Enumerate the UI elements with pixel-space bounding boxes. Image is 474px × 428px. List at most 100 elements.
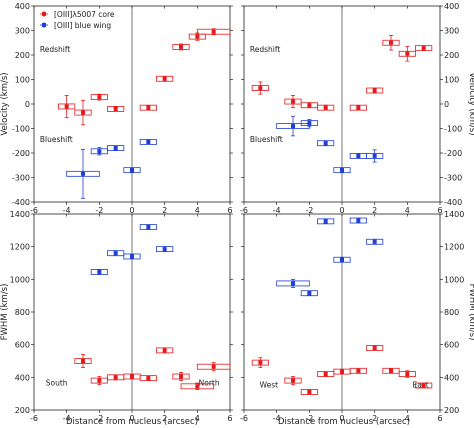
core-point: [307, 390, 312, 395]
core-point: [146, 105, 151, 110]
core-point: [64, 104, 69, 109]
core-error-box: [415, 382, 433, 389]
y-tick-label: 400: [15, 2, 30, 11]
wing-error-box: [139, 224, 157, 230]
panel-note: West: [260, 380, 278, 389]
wing-point: [307, 121, 312, 126]
core-point: [211, 364, 216, 369]
x-tick-label: 0: [339, 206, 344, 215]
wing-error-box: [123, 167, 141, 174]
core-point: [389, 368, 393, 373]
wing-point: [356, 218, 361, 223]
core-point: [195, 384, 200, 389]
y-tick-label: 400: [15, 373, 30, 382]
wing-error-box: [333, 256, 351, 263]
core-point: [258, 360, 263, 365]
x-axis-title-right: Distance from nucleus (arcsec): [278, 417, 410, 427]
panel-note: East: [413, 380, 429, 389]
panel-note: North: [199, 379, 220, 388]
x-tick-label: 4: [405, 414, 410, 423]
y-tick-label: -400: [444, 198, 462, 207]
x-tick-label: -6: [240, 206, 248, 215]
wing-point: [113, 251, 118, 256]
y-tick-label: -200: [444, 149, 462, 158]
y-tick-label: 1200: [10, 243, 30, 252]
y-tick-label: 400: [444, 373, 459, 382]
core-error-box: [349, 104, 367, 111]
wing-point: [323, 219, 328, 224]
wing-error-box: [317, 218, 335, 225]
core-point: [113, 375, 118, 380]
x-tick-label: 4: [195, 206, 200, 215]
wing-point: [130, 168, 134, 173]
y-tick-label: -200: [12, 149, 30, 158]
core-point: [81, 110, 85, 115]
wing-point: [146, 225, 151, 230]
x-tick-label: 2: [372, 206, 377, 215]
x-tick-label: 6: [437, 206, 442, 215]
wing-point: [97, 149, 102, 154]
x-tick-label: 2: [162, 414, 167, 423]
y-tick-label: 1000: [444, 275, 464, 284]
core-point: [146, 376, 151, 381]
wing-error-box: [349, 217, 367, 224]
x-tick-label: 0: [339, 414, 344, 423]
legend-entry-label: [OIII]λ5007 core: [54, 10, 115, 19]
wing-error-box: [300, 290, 318, 297]
core-error-box: [300, 389, 318, 395]
x-tick-label: 0: [129, 414, 134, 423]
wing-point: [340, 168, 344, 173]
core-point: [258, 86, 263, 91]
x-tick-label: 6: [227, 206, 232, 215]
x-axis-title-left: Distance from nucleus (arcsec): [66, 417, 198, 427]
x-tick-label: 2: [162, 206, 167, 215]
y-tick-label: 200: [444, 51, 459, 60]
panel-top-right: -6 -4 -2 0 2 4 6-400 -300 -200 -100 0 100 200 300 400 V…: [240, 2, 474, 215]
wing-point: [291, 281, 295, 286]
wing-point: [97, 269, 102, 274]
core-point: [162, 76, 167, 81]
y-tick-label: -400: [12, 198, 30, 207]
y-tick-label: -100: [12, 125, 30, 134]
core-error-box: [107, 106, 125, 112]
wing-point: [323, 141, 328, 146]
y-axis-title: Velocity (km/s): [0, 72, 10, 135]
x-tick-label: -4: [63, 414, 71, 423]
core-point: [405, 372, 410, 377]
panel-note: Redshift: [40, 45, 71, 54]
wing-error-box: [333, 167, 351, 174]
wing-error-box: [139, 139, 157, 145]
y-tick-label: 300: [15, 27, 30, 36]
panel-note: Blueshift: [250, 135, 283, 144]
wing-point: [340, 257, 344, 262]
core-point: [323, 372, 328, 377]
x-tick-label: -2: [305, 206, 313, 215]
core-point: [291, 99, 295, 104]
core-point: [179, 374, 183, 379]
core-point: [97, 378, 102, 383]
wing-point: [146, 139, 151, 144]
core-point: [356, 368, 361, 373]
wing-point: [130, 254, 134, 259]
x-tick-label: -4: [273, 206, 281, 215]
x-tick-label: 4: [405, 206, 410, 215]
x-tick-label: -2: [95, 206, 103, 215]
x-tick-label: 0: [129, 206, 134, 215]
y-tick-label: 1000: [10, 275, 30, 284]
y-tick-label: 200: [15, 51, 30, 60]
y-tick-label: -300: [444, 174, 462, 183]
y-tick-label: 1200: [444, 243, 464, 252]
core-point: [81, 359, 85, 363]
x-tick-label: -4: [273, 414, 281, 423]
y-tick-label: 100: [444, 76, 459, 85]
wing-point: [356, 153, 361, 158]
x-tick-label: -6: [240, 414, 248, 423]
core-point: [211, 29, 216, 34]
core-error-box: [139, 375, 157, 382]
y-tick-label: 800: [444, 308, 459, 317]
wing-point: [372, 153, 377, 158]
core-error-box: [382, 367, 400, 374]
y-tick-label: 400: [444, 2, 459, 11]
legend-swatch-marker: [42, 12, 46, 16]
